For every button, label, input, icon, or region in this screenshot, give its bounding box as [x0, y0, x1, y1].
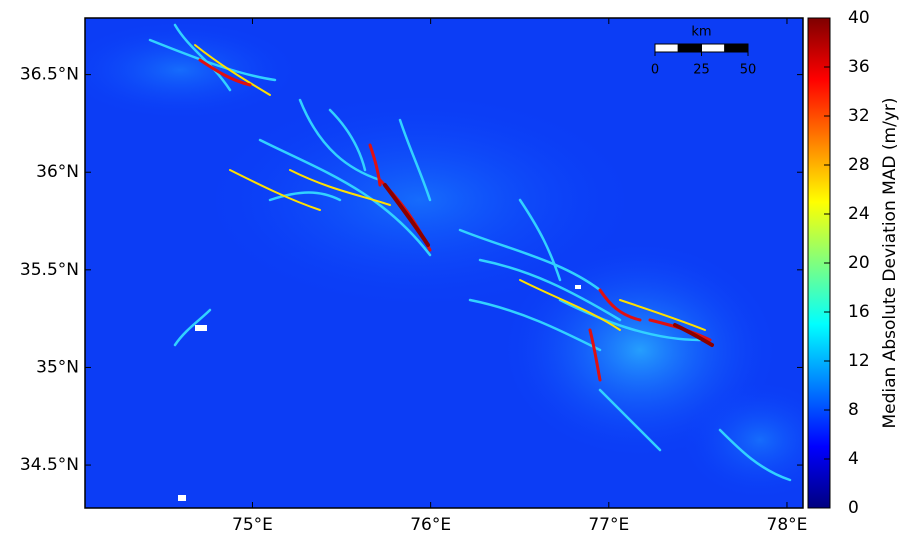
colorbar-tick-label: 4 — [848, 449, 859, 469]
x-tick-label: 77°E — [588, 515, 629, 533]
colorbar-tick-label: 16 — [848, 302, 870, 322]
y-tick-label: 36.5°N — [20, 65, 79, 85]
scale-bar-segment — [724, 43, 749, 53]
map-image — [85, 18, 803, 508]
scale-bar-label: 0 — [651, 63, 659, 78]
colorbar-tick-label: 40 — [848, 8, 870, 28]
colorbar-tick-label: 24 — [848, 204, 870, 224]
scale-bar-segment — [677, 43, 702, 53]
colorbar-tick-label: 28 — [848, 155, 870, 175]
colorbar-tick-label: 0 — [848, 498, 859, 518]
y-tick-label: 35°N — [36, 357, 79, 377]
scale-bar-segment — [701, 43, 726, 53]
scale-bar: km 0 25 50 — [651, 25, 756, 78]
y-tick-label: 35.5°N — [20, 260, 79, 280]
scale-bar-label: 25 — [693, 63, 710, 78]
scale-bar-segment — [654, 43, 679, 53]
x-tick-label: 76°E — [410, 515, 451, 533]
colorbar-tick-label: 32 — [848, 106, 870, 126]
y-tick-label: 34.5°N — [20, 455, 79, 475]
colorbar-tick-label: 20 — [848, 253, 870, 273]
colorbar-tick-label: 36 — [848, 57, 870, 77]
colorbar-tick-label: 12 — [848, 351, 870, 371]
map-frame — [84, 17, 804, 509]
x-tick-label: 75°E — [232, 515, 273, 533]
colorbar-label: Median Absolute Deviation MAD (m/yr) — [880, 97, 900, 428]
x-tick-label: 78°E — [767, 515, 808, 533]
scale-bar-label: 50 — [740, 63, 757, 78]
y-tick-label: 36°N — [36, 162, 79, 182]
scale-bar-unit: km — [691, 25, 711, 40]
colorbar-tick-label: 8 — [848, 400, 859, 420]
